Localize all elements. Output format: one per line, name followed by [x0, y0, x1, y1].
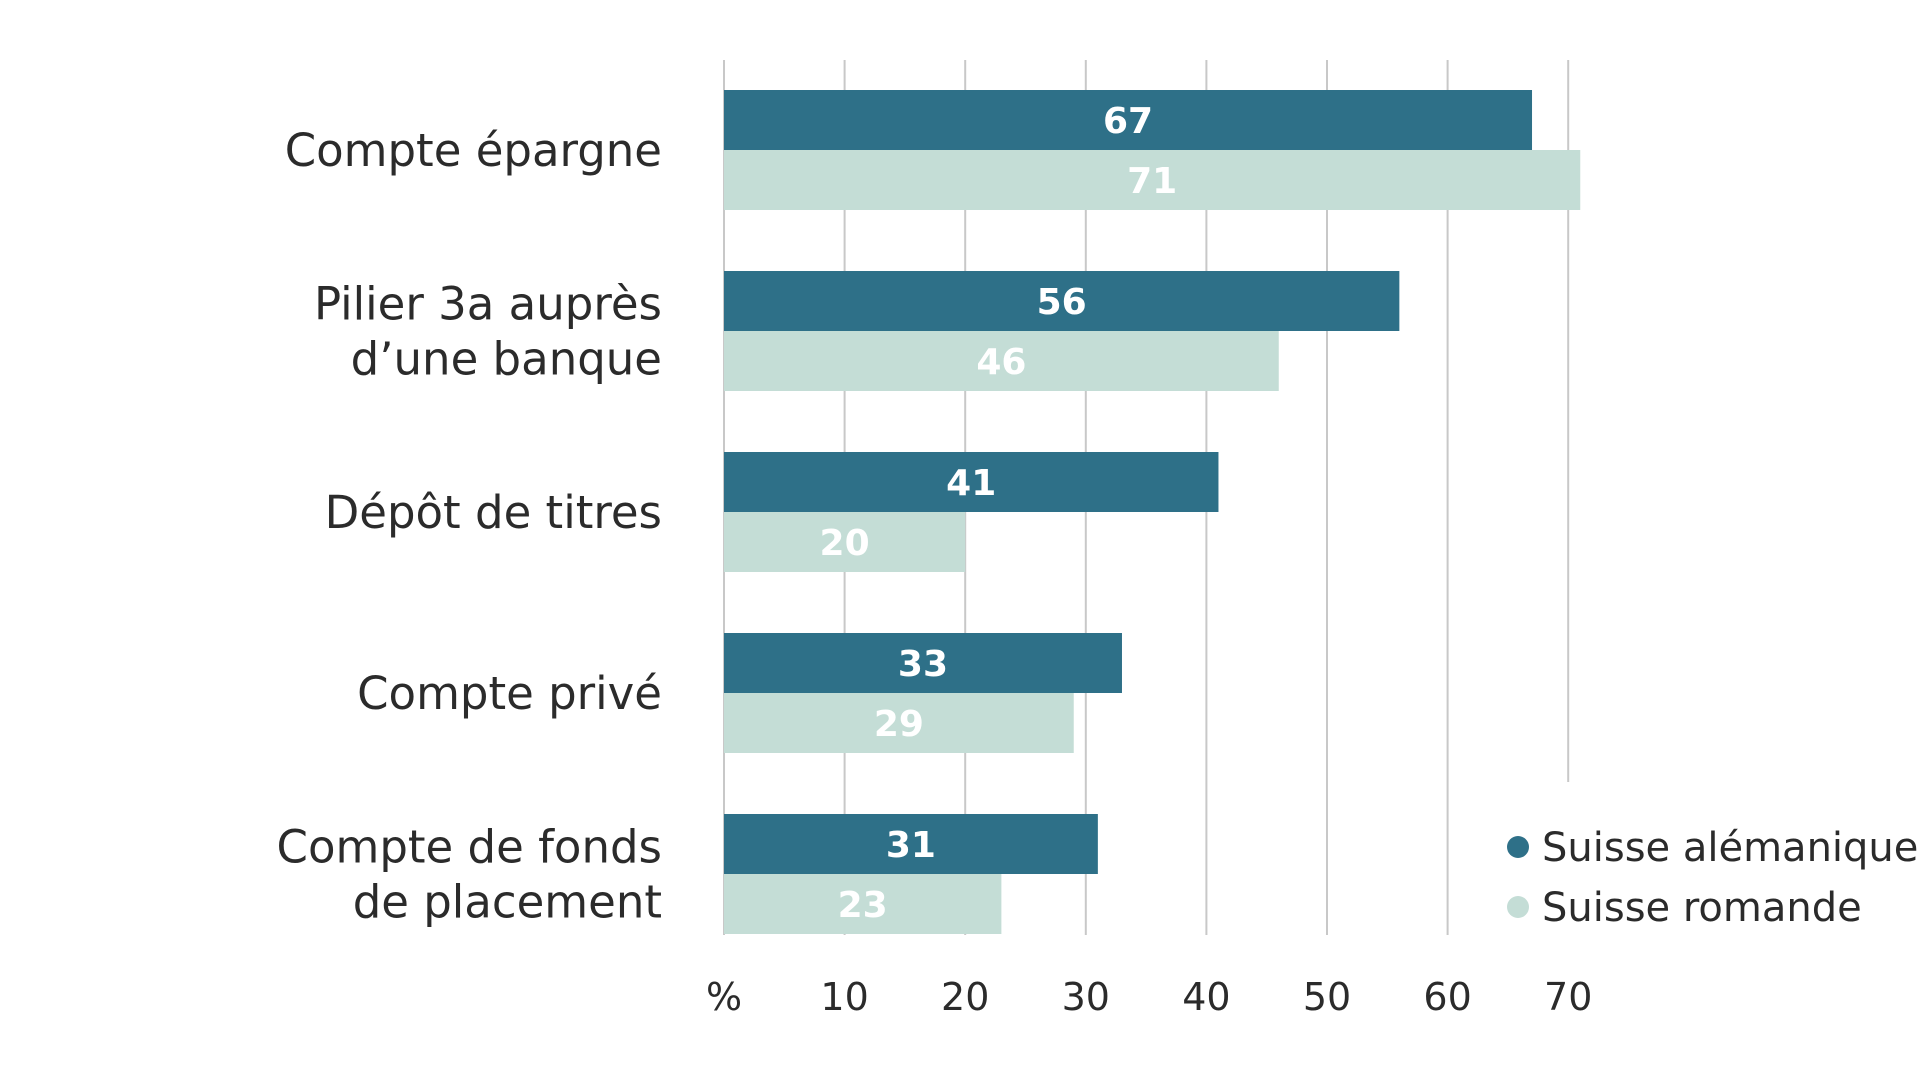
bar	[724, 271, 1400, 331]
bars: 67 71 56 46 41 20 33 29 31 23	[724, 90, 1581, 934]
x-tick-label: 50	[1303, 975, 1351, 1019]
bar	[724, 693, 1074, 753]
legend-marker	[1507, 836, 1529, 858]
x-tick-label: 10	[820, 975, 868, 1019]
data-label: 41	[946, 463, 996, 504]
legend: Suisse alémanique Suisse romande	[1507, 825, 1918, 931]
legend-label: Suisse romande	[1542, 885, 1862, 931]
data-label: 67	[1103, 101, 1153, 142]
category-label: Compte épargne	[285, 124, 662, 177]
data-label: 20	[820, 523, 870, 564]
category-label: de placement	[353, 876, 662, 929]
x-tick-label: 70	[1544, 975, 1592, 1019]
category-label: Pilier 3a auprès	[314, 278, 662, 331]
data-label: 71	[1127, 161, 1177, 202]
category-label: Compte de fonds	[277, 821, 662, 874]
data-label: 56	[1037, 282, 1087, 323]
x-tick-label: 60	[1423, 975, 1471, 1019]
x-tick-label: %	[706, 975, 742, 1019]
category-label: d’une banque	[351, 333, 662, 386]
bar	[724, 814, 1098, 874]
x-tick-label: 20	[941, 975, 989, 1019]
bar	[724, 874, 1002, 934]
bar	[724, 331, 1279, 391]
x-axis-tick-labels: % 10 20 30 40 50 60 70	[706, 975, 1592, 1019]
data-label: 33	[898, 644, 948, 685]
legend-marker	[1507, 896, 1529, 918]
category-label: Dépôt de titres	[325, 486, 662, 539]
bar	[724, 150, 1581, 210]
bar	[724, 633, 1122, 693]
bar	[724, 512, 966, 572]
legend-label: Suisse alémanique	[1542, 825, 1918, 871]
category-label: Compte privé	[357, 667, 662, 720]
bar	[724, 452, 1219, 512]
data-label: 23	[838, 885, 888, 926]
data-label: 29	[874, 704, 924, 745]
data-label: 31	[886, 825, 936, 866]
bar	[724, 90, 1533, 150]
data-label: 46	[976, 342, 1026, 383]
x-tick-label: 30	[1062, 975, 1110, 1019]
x-tick-label: 40	[1182, 975, 1230, 1019]
